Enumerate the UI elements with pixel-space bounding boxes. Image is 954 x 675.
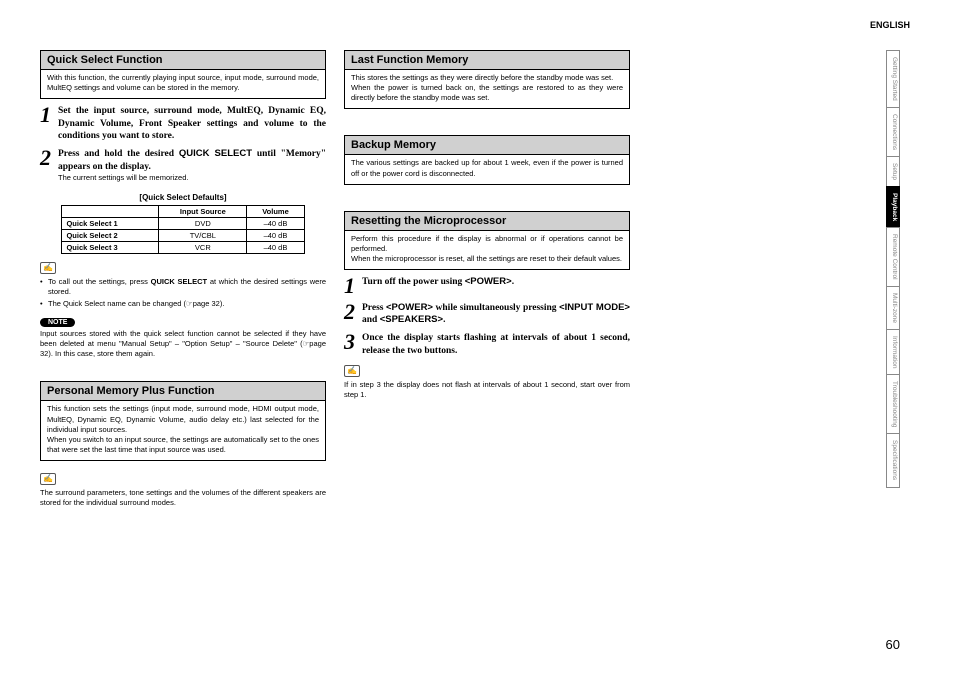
reset-step-2-text: Press <POWER> while simultaneously press… xyxy=(362,302,630,327)
qs-bullets: •To call out the settings, press QUICK S… xyxy=(40,277,326,309)
side-tab[interactable]: Troubleshooting xyxy=(886,374,900,433)
table-cell: –40 dB xyxy=(247,241,304,253)
qs-step-2: 2 Press and hold the desired QUICK SELEC… xyxy=(40,148,326,173)
step-number-icon: 3 xyxy=(344,332,362,357)
reset-step-3: 3 Once the display starts flashing at in… xyxy=(344,332,630,357)
side-tab[interactable]: Playback xyxy=(886,186,900,227)
step-number-icon: 1 xyxy=(344,276,362,296)
step-number-icon: 2 xyxy=(344,302,362,327)
personal-memory-title: Personal Memory Plus Function xyxy=(41,382,325,401)
reset-step-1: 1 Turn off the power using <POWER>. xyxy=(344,276,630,296)
reset-section: Resetting the Microprocessor Perform thi… xyxy=(344,211,630,270)
side-tab[interactable]: Specifications xyxy=(886,433,900,487)
backup-body: The various settings are backed up for a… xyxy=(345,155,629,183)
side-tabs: Getting StartedConnectionsSetupPlaybackR… xyxy=(886,50,900,488)
last-function-body: This stores the settings as they were di… xyxy=(345,70,629,108)
table-cell: VCR xyxy=(159,241,247,253)
qs-note-body: Input sources stored with the quick sele… xyxy=(40,329,326,359)
quick-select-defaults-table: Input Source Volume Quick Select 1 DVD –… xyxy=(61,205,304,254)
side-tab[interactable]: Getting Started xyxy=(886,50,900,107)
last-function-section: Last Function Memory This stores the set… xyxy=(344,50,630,109)
table-cell: Quick Select 2 xyxy=(62,229,159,241)
table-cell: Quick Select 3 xyxy=(62,241,159,253)
hand-icon: ✍ xyxy=(40,262,56,274)
backup-memory-section: Backup Memory The various settings are b… xyxy=(344,135,630,184)
table-cell: TV/CBL xyxy=(159,229,247,241)
column-left: Quick Select Function With this function… xyxy=(40,50,326,508)
qs-step-2-text: Press and hold the desired QUICK SELECT … xyxy=(58,148,326,173)
qs-table-caption: [Quick Select Defaults] xyxy=(40,193,326,202)
reset-title: Resetting the Microprocessor xyxy=(345,212,629,231)
backup-title: Backup Memory xyxy=(345,136,629,155)
quick-select-title: Quick Select Function xyxy=(41,51,325,70)
column-right: Last Function Memory This stores the set… xyxy=(344,50,630,508)
reset-step-2: 2 Press <POWER> while simultaneously pre… xyxy=(344,302,630,327)
last-function-title: Last Function Memory xyxy=(345,51,629,70)
table-cell: Quick Select 1 xyxy=(62,217,159,229)
hand-icon: ✍ xyxy=(40,473,56,485)
quick-select-body: With this function, the currently playin… xyxy=(41,70,325,98)
note-pill: NOTE xyxy=(40,318,75,327)
side-tab[interactable]: Setup xyxy=(886,156,900,186)
reset-step-1-text: Turn off the power using <POWER>. xyxy=(362,276,630,296)
qs-step-1: 1 Set the input source, surround mode, M… xyxy=(40,105,326,142)
reset-step-3-text: Once the display starts flashing at inte… xyxy=(362,332,630,357)
hand-icon: ✍ xyxy=(344,365,360,377)
side-tab[interactable]: Multi-zone xyxy=(886,286,900,329)
step-number-icon: 2 xyxy=(40,148,58,173)
side-tab[interactable]: Information xyxy=(886,329,900,375)
personal-memory-footer: The surround parameters, tone settings a… xyxy=(40,488,326,508)
quick-select-section: Quick Select Function With this function… xyxy=(40,50,326,99)
page-number: 60 xyxy=(886,637,900,652)
table-cell: DVD xyxy=(159,217,247,229)
qs-step-2-note: The current settings will be memorized. xyxy=(58,173,326,183)
qs-step-1-text: Set the input source, surround mode, Mul… xyxy=(58,105,326,142)
table-cell: –40 dB xyxy=(247,217,304,229)
personal-memory-section: Personal Memory Plus Function This funct… xyxy=(40,381,326,461)
personal-memory-body: This function sets the settings (input m… xyxy=(41,401,325,460)
table-header: Volume xyxy=(247,205,304,217)
table-header: Input Source xyxy=(159,205,247,217)
table-cell: –40 dB xyxy=(247,229,304,241)
step-number-icon: 1 xyxy=(40,105,58,142)
reset-body: Perform this procedure if the display is… xyxy=(345,231,629,269)
table-header xyxy=(62,205,159,217)
side-tab[interactable]: Connections xyxy=(886,107,900,156)
reset-footer: If in step 3 the display does not flash … xyxy=(344,380,630,400)
language-label: ENGLISH xyxy=(870,20,910,30)
side-tab[interactable]: Remote Control xyxy=(886,227,900,286)
content-columns: Quick Select Function With this function… xyxy=(40,50,630,508)
